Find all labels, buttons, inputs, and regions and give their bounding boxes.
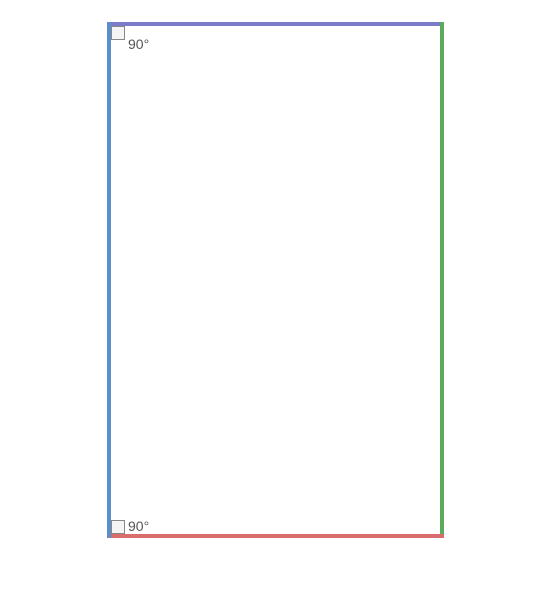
angle-marker-top-left: [111, 26, 125, 40]
edge-bottom: [107, 534, 444, 538]
edge-right: [440, 22, 444, 538]
angle-marker-bottom-left: [111, 520, 125, 534]
angle-label-top-left: 90°: [128, 36, 149, 52]
rectangle-diagram: 90° 90°: [0, 0, 551, 592]
edge-top: [107, 22, 444, 26]
edge-left: [107, 22, 111, 538]
angle-label-bottom-left: 90°: [128, 518, 149, 534]
